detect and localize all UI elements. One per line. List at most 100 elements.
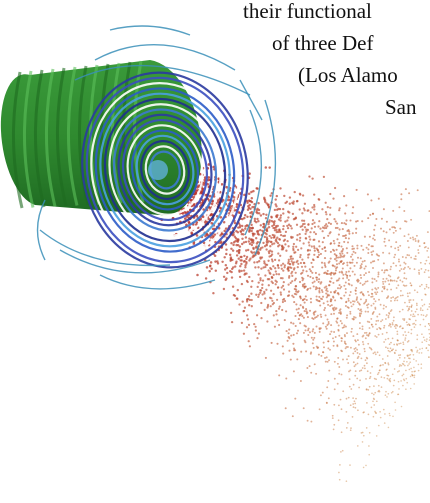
particle	[232, 249, 234, 251]
particle	[286, 240, 288, 242]
particle	[373, 234, 375, 236]
particle	[301, 266, 303, 268]
particle	[272, 221, 274, 223]
particle	[384, 422, 386, 424]
particle	[324, 257, 326, 259]
particle	[405, 335, 407, 337]
particle	[392, 322, 394, 324]
particle	[406, 382, 408, 384]
particle	[282, 299, 284, 301]
particle	[288, 329, 290, 331]
particle	[294, 279, 296, 281]
particle	[408, 233, 410, 235]
particle	[408, 299, 410, 301]
particle	[359, 322, 361, 324]
particle	[347, 298, 349, 300]
particle	[341, 374, 343, 376]
particle	[371, 324, 373, 326]
particle	[275, 239, 277, 241]
particle	[367, 311, 369, 313]
particle	[307, 209, 309, 211]
particle	[327, 340, 329, 342]
particle	[427, 308, 429, 310]
particle	[240, 263, 242, 265]
particle	[427, 350, 429, 352]
particle	[249, 208, 251, 210]
particle	[306, 289, 308, 291]
particle	[343, 222, 345, 224]
particle	[338, 405, 340, 407]
particle	[367, 248, 369, 250]
particle	[368, 334, 370, 336]
particle	[303, 407, 305, 409]
particle	[330, 258, 332, 260]
particle	[367, 252, 369, 254]
particle	[372, 261, 374, 263]
particle	[364, 350, 366, 352]
particle	[332, 264, 334, 266]
particle	[381, 218, 383, 220]
particle	[305, 286, 307, 288]
particle	[284, 243, 286, 245]
particle	[311, 227, 313, 229]
particle	[333, 242, 335, 244]
particle	[312, 282, 314, 284]
particle	[344, 334, 346, 336]
particle	[362, 341, 364, 343]
particle	[379, 365, 381, 367]
particle	[380, 228, 382, 230]
particle	[330, 272, 332, 274]
particle	[230, 312, 232, 314]
particle	[346, 332, 348, 334]
particle	[332, 197, 334, 199]
particle	[241, 238, 243, 240]
particle	[408, 318, 410, 320]
particle	[325, 314, 327, 316]
particle	[398, 258, 400, 260]
particle	[269, 235, 271, 237]
particle	[252, 254, 254, 256]
particle	[283, 281, 285, 283]
particle	[226, 272, 228, 274]
particle	[262, 279, 264, 281]
particle	[258, 212, 260, 214]
particle	[270, 305, 272, 307]
particle	[300, 247, 302, 249]
particle	[273, 274, 275, 276]
particle	[302, 242, 304, 244]
particle	[357, 352, 359, 354]
particle	[420, 307, 422, 309]
particle	[304, 233, 306, 235]
particle	[421, 314, 423, 316]
particle	[339, 252, 341, 254]
particle	[426, 314, 428, 316]
particle	[395, 324, 397, 326]
particle	[390, 246, 392, 248]
particle	[326, 296, 328, 298]
particle	[243, 255, 245, 257]
particle	[280, 294, 282, 296]
particle	[384, 281, 386, 283]
particle	[278, 244, 280, 246]
particle	[299, 322, 301, 324]
particle	[255, 294, 257, 296]
particle	[205, 277, 207, 279]
particle	[362, 325, 364, 327]
particle	[385, 306, 387, 308]
particle	[279, 217, 281, 219]
particle	[312, 258, 314, 260]
particle	[278, 273, 280, 275]
particle	[325, 211, 327, 213]
particle	[313, 245, 315, 247]
particle	[352, 212, 354, 214]
particle	[265, 214, 267, 216]
particle	[278, 324, 280, 326]
particle	[260, 267, 262, 269]
particle	[356, 349, 358, 351]
particle	[318, 291, 320, 293]
particle	[404, 339, 406, 341]
particle	[419, 285, 421, 287]
particle	[241, 259, 243, 261]
particle	[300, 262, 302, 264]
particle	[346, 317, 348, 319]
